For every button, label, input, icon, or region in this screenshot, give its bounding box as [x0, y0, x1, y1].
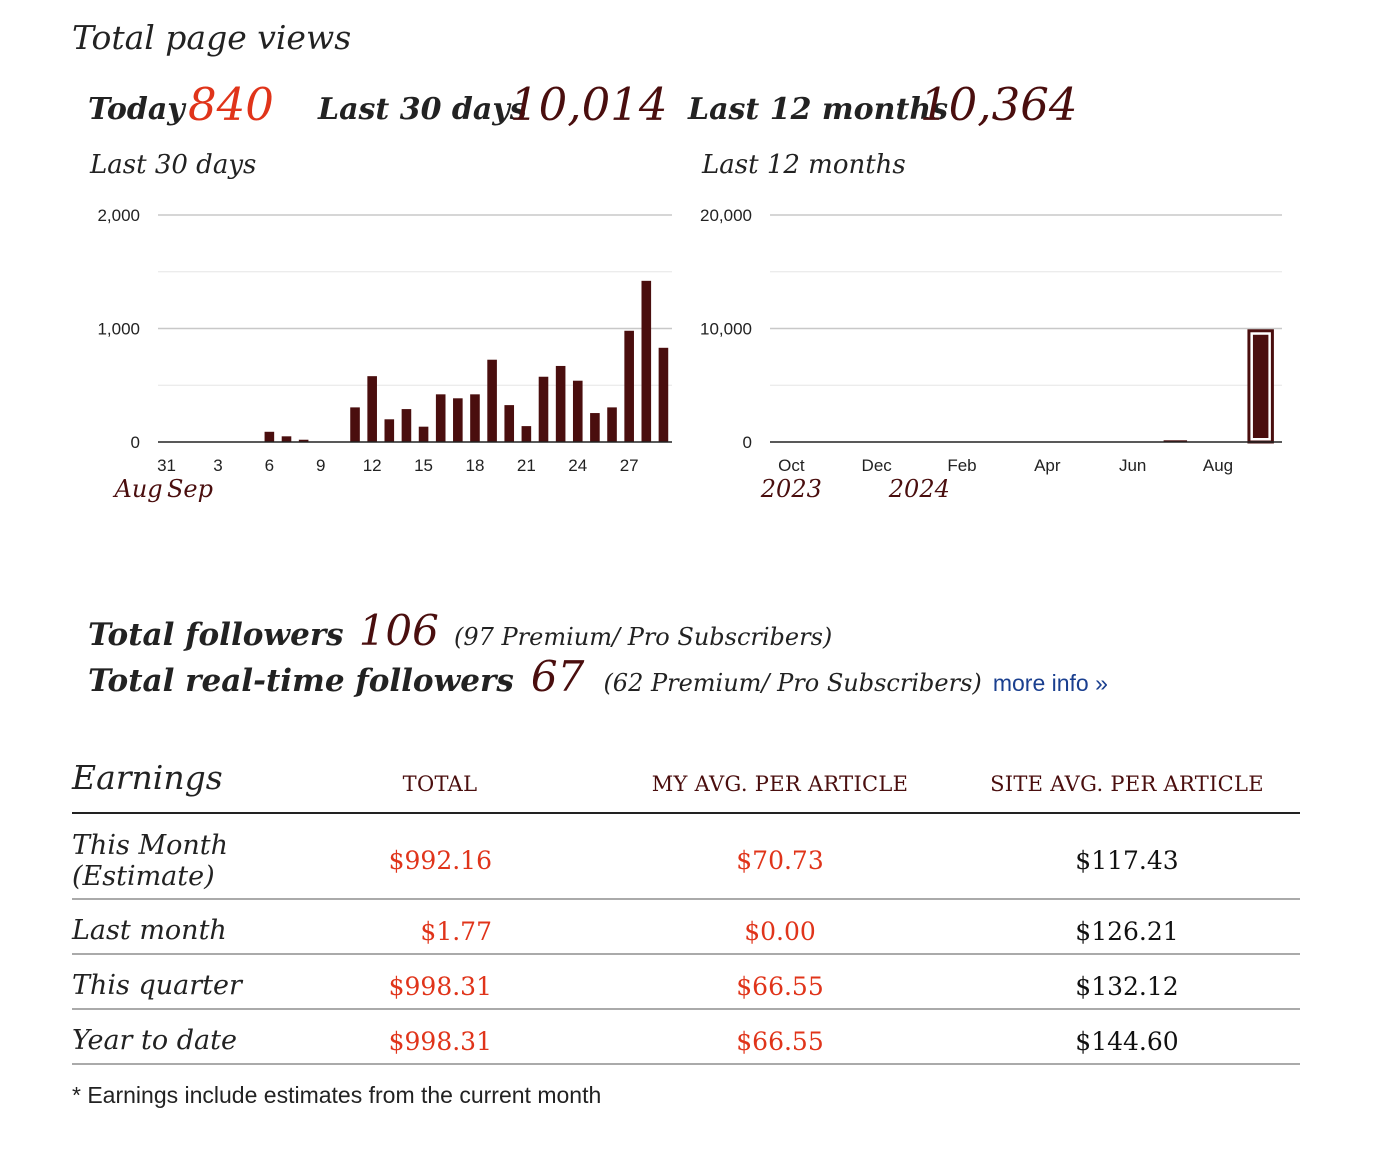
bar [538, 376, 549, 442]
bar [658, 347, 669, 442]
month-label: Sep [167, 475, 213, 503]
site-avg-cell: $144.60 [1075, 1027, 1179, 1056]
row-divider [72, 1008, 1300, 1010]
site-avg-cell: $126.21 [1075, 917, 1179, 946]
bar [487, 359, 497, 442]
site-avg-cell: $117.43 [1075, 846, 1179, 875]
today-value: 840 [188, 78, 274, 131]
col-my-avg-header: MY AVG. PER ARTICLE [651, 772, 909, 796]
followers-total-label: Total followers [88, 617, 344, 653]
y-tick-label: 2,000 [97, 206, 140, 225]
followers-realtime-value: 67 [530, 652, 585, 701]
today-label: Today [88, 92, 185, 127]
my-avg-cell: $66.55 [736, 1027, 824, 1056]
row-label-last-month: Last month [72, 915, 227, 946]
x-tick-label: 6 [265, 456, 274, 475]
bar [1252, 334, 1269, 438]
page-title: Total page views [72, 18, 352, 57]
year-label: 2023 [760, 475, 822, 503]
bar [521, 426, 532, 442]
row-label-this-month: This Month (Estimate) [72, 830, 228, 892]
bar [572, 380, 583, 442]
bar [624, 330, 634, 442]
month-label: Aug [112, 475, 162, 503]
row-divider [72, 898, 1300, 900]
row-label-year-to-date: Year to date [72, 1025, 237, 1056]
followers-realtime-sub: (62 Premium/ Pro Subscribers) [603, 669, 982, 697]
last12-value: 10,364 [920, 78, 1078, 131]
bar [350, 407, 360, 442]
year-label: 2024 [888, 475, 950, 503]
row-divider [72, 1063, 1300, 1065]
chart-12months-title: Last 12 months [702, 150, 906, 180]
total-cell: $998.31 [388, 972, 492, 1001]
bar [590, 413, 600, 442]
x-tick-label: 3 [213, 456, 222, 475]
bar [453, 398, 463, 442]
bar [281, 436, 292, 442]
my-avg-cell: $70.73 [736, 846, 824, 875]
chart-12months: 20,000 10,000 0 Oct Dec Feb Apr Jun Aug 2023 2024 [700, 206, 1282, 503]
followers-total-sub: (97 Premium/ Pro Subscribers) [453, 623, 833, 651]
bar [367, 376, 377, 442]
chart-30days-title: Last 30 days [90, 150, 257, 180]
earnings-heading: Earnings [72, 758, 223, 797]
x-tick-label: Apr [1034, 456, 1061, 475]
bar [1163, 440, 1188, 442]
row-divider [72, 953, 1300, 955]
x-tick-label: Oct [778, 456, 805, 475]
y-tick-label: 0 [743, 433, 752, 452]
x-tick-label: 9 [316, 456, 325, 475]
earnings-footnote: * Earnings include estimates from the cu… [72, 1082, 602, 1108]
bar [435, 394, 446, 442]
x-tick-label: Jun [1119, 456, 1146, 475]
x-tick-label: 15 [414, 456, 433, 475]
x-tick-label: 24 [568, 456, 587, 475]
x-tick-label: Feb [947, 456, 976, 475]
col-total-header: TOTAL [402, 772, 478, 796]
y-tick-label: 20,000 [700, 206, 752, 225]
row-label-line2: (Estimate) [72, 861, 215, 892]
total-cell: $992.16 [388, 846, 492, 875]
x-tick-label: 18 [466, 456, 485, 475]
last30-value: 10,014 [510, 78, 668, 131]
total-cell: $1.77 [420, 917, 492, 946]
bar [264, 431, 275, 442]
x-tick-label: Aug [1203, 456, 1233, 475]
table-header-rule [72, 812, 1300, 814]
bar [504, 405, 515, 442]
bar [384, 419, 395, 442]
x-tick-label: Dec [862, 456, 893, 475]
last12-label: Last 12 months [688, 92, 949, 127]
my-avg-cell: $66.55 [736, 972, 824, 1001]
followers-total-value: 106 [358, 606, 439, 655]
chart-30days: 2,000 1,000 0 31 3 6 9 12 15 18 21 24 27 Aug Sep [97, 206, 672, 503]
followers-realtime-label: Total real-time followers [88, 663, 514, 699]
followers-realtime-row: Total real-time followers 67 (62 Premium… [88, 652, 1108, 701]
bar [298, 439, 309, 442]
bar [418, 426, 429, 442]
bar [607, 407, 617, 442]
x-tick-label: 27 [620, 456, 639, 475]
x-tick-label: 31 [157, 456, 176, 475]
y-tick-label: 0 [131, 433, 140, 452]
more-info-link[interactable]: more info » [992, 670, 1108, 696]
col-site-avg-header: SITE AVG. PER ARTICLE [990, 772, 1264, 796]
bar [470, 394, 480, 442]
row-label-line1: This Month [72, 830, 229, 861]
bar [641, 280, 652, 442]
site-avg-cell: $132.12 [1075, 972, 1179, 1001]
my-avg-cell: $0.00 [744, 917, 816, 946]
x-tick-label: 21 [517, 456, 536, 475]
last30-label: Last 30 days [318, 92, 527, 127]
x-tick-label: 12 [363, 456, 382, 475]
y-tick-label: 10,000 [700, 320, 752, 339]
bar [401, 409, 412, 442]
y-tick-label: 1,000 [97, 320, 140, 339]
followers-total-row: Total followers 106 (97 Premium/ Pro Sub… [88, 606, 832, 655]
total-cell: $998.31 [388, 1027, 492, 1056]
bar [555, 365, 566, 442]
row-label-this-quarter: This quarter [72, 970, 242, 1001]
